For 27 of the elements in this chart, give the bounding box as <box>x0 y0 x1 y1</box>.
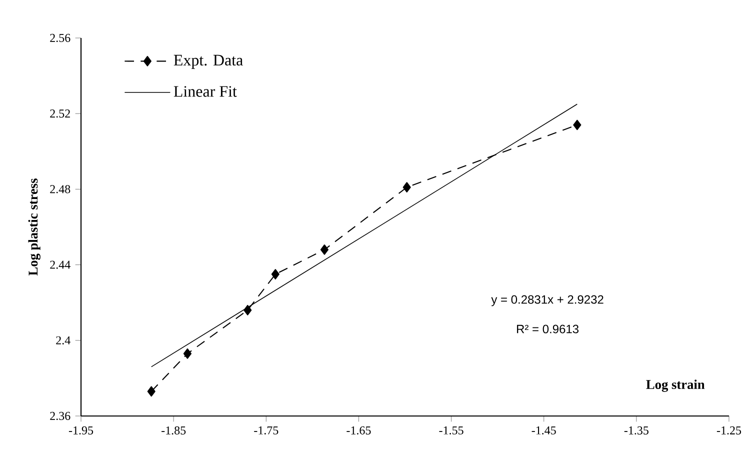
point <box>271 269 280 280</box>
y-tick-label: 2.56 <box>50 34 70 42</box>
annotation: y = 0.2831x + 2.9232 <box>491 295 604 306</box>
point <box>147 386 156 397</box>
point <box>244 304 252 316</box>
y-tick-label: 2.52 <box>50 110 70 118</box>
legend-label: Expt. Data <box>174 54 243 69</box>
point <box>320 244 328 255</box>
x-tick-label: -1.95 <box>68 426 94 434</box>
x-tick-label: -1.75 <box>254 426 278 434</box>
x-tick-label: -1.25 <box>716 426 742 434</box>
annotation: R² = 0.9613 <box>517 324 579 334</box>
point <box>402 182 411 192</box>
x-tick-label: -1.85 <box>162 426 186 435</box>
x-tick-label: -1.55 <box>439 426 464 434</box>
x-tick-label: -1.45 <box>532 426 556 434</box>
y-axis-title: Log plastic stress <box>28 178 40 276</box>
y-tick-label: 2.44 <box>50 260 70 269</box>
x-axis-title: Log strain <box>646 380 705 392</box>
y-tick-label: 2.4 <box>56 336 70 344</box>
y-tick-label: 2.36 <box>50 412 70 420</box>
x-tick-label: -1.65 <box>346 426 371 434</box>
legend-label: Linear Fit <box>174 86 237 97</box>
x-tick-label: -1.35 <box>624 426 648 434</box>
y-tick-label: 2.48 <box>50 185 70 194</box>
point <box>573 120 582 130</box>
point <box>183 348 192 359</box>
